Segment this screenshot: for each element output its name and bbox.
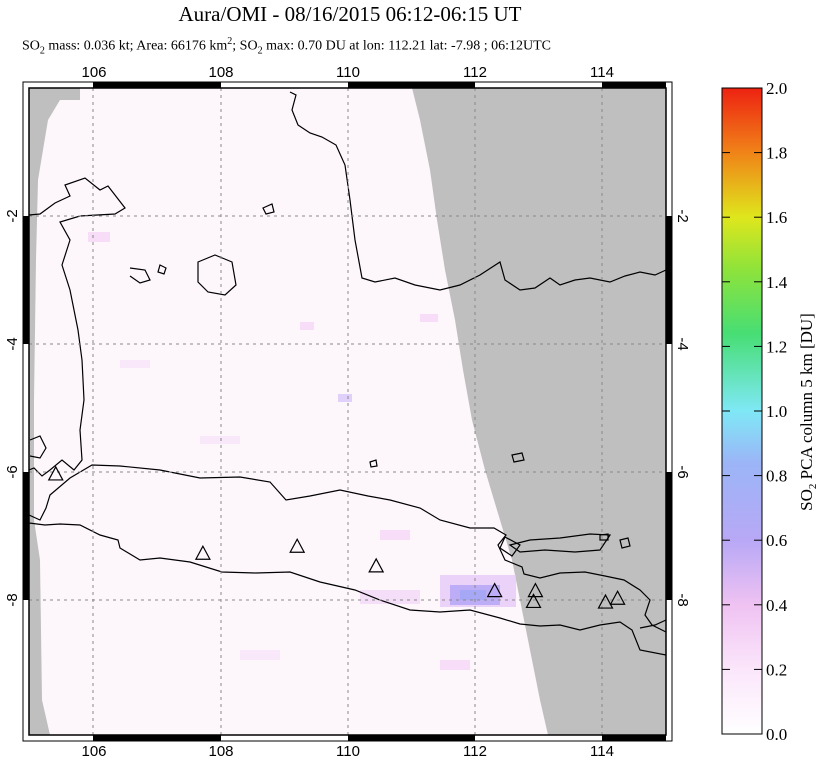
lat-tick-label: -2 — [674, 209, 691, 222]
volcano-triangle-icon — [289, 537, 306, 553]
volcano-triangle-icon — [525, 593, 542, 609]
colorbar-tick-label: 1.4 — [766, 273, 788, 292]
lat-tick-label: -6 — [4, 465, 21, 478]
lat-tick-label: -4 — [4, 337, 21, 350]
map-subtitle: SO2 mass: 0.036 kt; Area: 66176 km2; SO2… — [22, 36, 551, 57]
volcano-triangle-icon — [609, 589, 626, 605]
colorbar-tick-label: 0.6 — [766, 531, 787, 550]
colorbar-tick-label: 1.6 — [766, 208, 787, 227]
lon-tick-label: 106 — [81, 743, 106, 759]
lon-tick-label: 112 — [463, 64, 487, 81]
lon-tick-label: 110 — [336, 743, 360, 759]
colorbar-tick-label: 1.0 — [766, 402, 787, 421]
colorbar-tick-label: 1.8 — [766, 144, 787, 163]
lat-tick-label: -2 — [4, 209, 21, 222]
colorbar-tick-label: 2.0 — [766, 79, 787, 98]
coastline-sumatra — [29, 177, 126, 477]
colorbar-tick-label: 1.2 — [766, 337, 787, 356]
volcano-triangle-icon — [368, 557, 385, 573]
lat-tick-label: -6 — [674, 465, 691, 478]
colorbar-tick-label: 0.0 — [766, 725, 787, 744]
lon-tick-label: 114 — [590, 64, 614, 81]
graticule — [29, 88, 666, 735]
lat-tick-labels-left: -2 -4 -6 -8 — [4, 209, 21, 606]
volcano-triangle-icon — [597, 593, 614, 609]
volcano-triangle-icon — [194, 544, 211, 560]
coastline-java — [29, 464, 666, 656]
colorbar-label: SO2 PCA column 5 km [DU] — [797, 313, 819, 511]
coastline-borneo — [289, 91, 666, 291]
lat-tick-labels-right: -2 -4 -6 -8 — [674, 209, 691, 606]
lon-tick-labels-bottom: 106 108 110 112 114 — [81, 743, 613, 759]
lat-tick-label: -8 — [674, 593, 691, 606]
lon-tick-label: 106 — [81, 64, 106, 81]
lon-tick-label: 112 — [463, 743, 487, 759]
lon-tick-labels-top: 106 108 110 112 114 — [81, 64, 613, 81]
map-title: Aura/OMI - 08/16/2015 06:12-06:15 UT — [178, 2, 522, 26]
so2-max-plume — [440, 575, 516, 607]
colorbar-tick-label: 0.4 — [766, 596, 788, 615]
colorbar-tick-label: 0.8 — [766, 467, 787, 486]
volcano-triangle-icon — [486, 582, 503, 598]
coastline-bali — [639, 619, 666, 629]
colorbar-tick-label: 0.2 — [766, 660, 787, 679]
colorbar: 0.0 0.2 0.4 0.6 0.8 1.0 1.2 1.4 1.6 1.8 2.0 SO2 PC… — [721, 79, 819, 744]
lon-tick-label: 114 — [590, 743, 614, 759]
lat-tick-label: -8 — [4, 593, 21, 606]
coastlines — [29, 91, 666, 656]
volcano-markers — [47, 465, 626, 609]
colorbar-ticks: 0.0 0.2 0.4 0.6 0.8 1.0 1.2 1.4 1.6 1.8 2.0 — [722, 79, 788, 744]
coastline-madura — [508, 533, 612, 553]
volcano-triangle-icon — [527, 582, 544, 598]
no-data-region-west — [29, 88, 80, 735]
lon-tick-label: 108 — [208, 743, 233, 759]
lon-tick-label: 108 — [208, 64, 233, 81]
map-area — [29, 88, 666, 735]
coastline-belitung — [197, 254, 237, 296]
so2-patches — [88, 232, 470, 670]
volcano-triangle-icon — [47, 465, 64, 481]
lon-tick-label: 110 — [336, 64, 360, 81]
map-frame — [22, 81, 673, 742]
lat-tick-label: -4 — [674, 337, 691, 350]
